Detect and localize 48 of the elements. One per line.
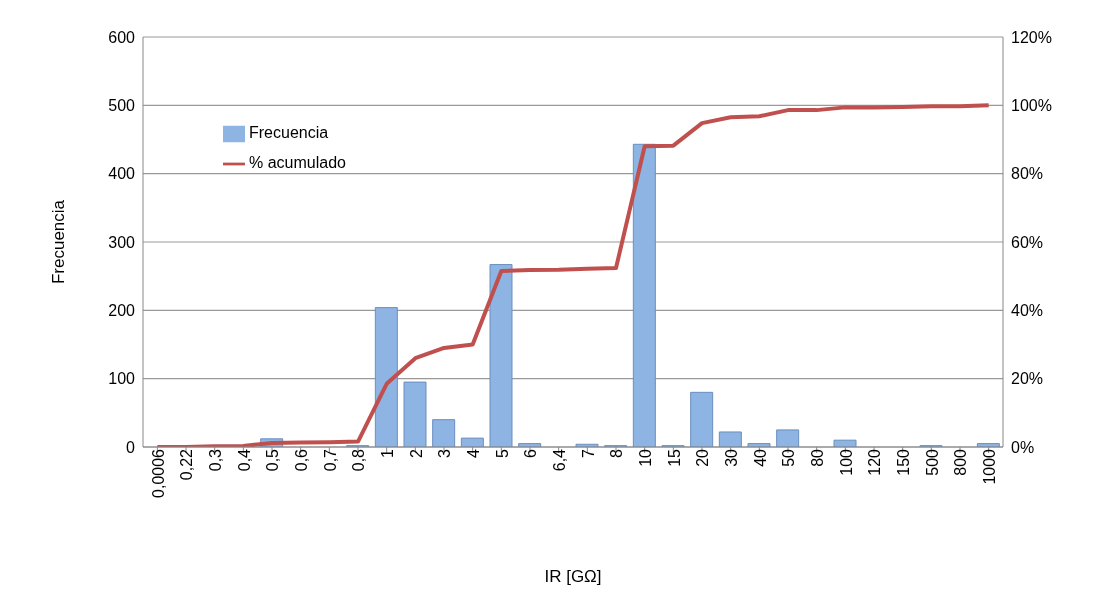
y2-tick-label: 60%: [1011, 233, 1044, 251]
y-tick-label: 100: [108, 370, 136, 388]
y2-tick-label: 20%: [1011, 370, 1044, 388]
x-tick-label: 4: [465, 448, 483, 458]
y-axis-title: Frecuencia: [49, 199, 69, 285]
x-tick-label: 0,4: [235, 448, 253, 472]
y-tick-label: 500: [108, 97, 136, 115]
x-tick-label: 5: [493, 448, 511, 458]
legend-label: % acumulado: [249, 154, 346, 171]
y2-tick-label: 0%: [1011, 438, 1035, 456]
y2-tick-label: 40%: [1011, 302, 1044, 320]
x-tick-label: 20: [694, 448, 712, 467]
x-tick-label: 1000: [981, 448, 999, 485]
y2-tick-label: 100%: [1011, 97, 1052, 115]
x-tick-label: 6: [522, 448, 540, 458]
y2-tick-label: 120%: [1011, 28, 1052, 46]
x-tick-label: 0,7: [321, 448, 339, 472]
x-tick-label: 500: [923, 448, 941, 476]
x-tick-label: 7: [579, 448, 597, 458]
y-tick-label: 0: [126, 438, 136, 456]
x-tick-label: 30: [723, 448, 741, 467]
x-tick-label: 10: [637, 448, 655, 467]
x-tick-label: 0,6: [293, 448, 311, 472]
y-tick-label: 300: [108, 233, 136, 251]
x-tick-label: 100: [837, 448, 855, 476]
x-tick-label: 0,5: [264, 448, 282, 472]
x-tick-label: 15: [665, 448, 683, 467]
legend-label: Frecuencia: [249, 124, 329, 141]
x-tick-label: 0,0006: [149, 448, 167, 498]
x-tick-label: 40: [751, 448, 769, 467]
y-tick-label: 400: [108, 165, 136, 183]
x-tick-label: 8: [608, 448, 626, 458]
x-tick-label: 3: [436, 448, 454, 458]
y-tick-label: 200: [108, 302, 136, 320]
y-tick-label: 600: [108, 28, 136, 46]
x-tick-label: 120: [866, 448, 884, 476]
y2-tick-label: 80%: [1011, 165, 1044, 183]
x-tick-label: 0,3: [207, 448, 225, 472]
x-tick-label: 2: [407, 448, 425, 458]
x-tick-label: 80: [809, 448, 827, 467]
x-tick-label: 800: [952, 448, 970, 476]
x-tick-label: 0,8: [350, 448, 368, 472]
x-tick-label: 150: [895, 448, 913, 476]
x-tick-label: 0,22: [178, 448, 196, 481]
x-tick-label: 6,4: [551, 448, 569, 472]
x-axis-title: IR [GΩ]: [544, 567, 602, 586]
x-tick-label: 50: [780, 448, 798, 467]
x-tick-label: 1: [379, 448, 397, 458]
